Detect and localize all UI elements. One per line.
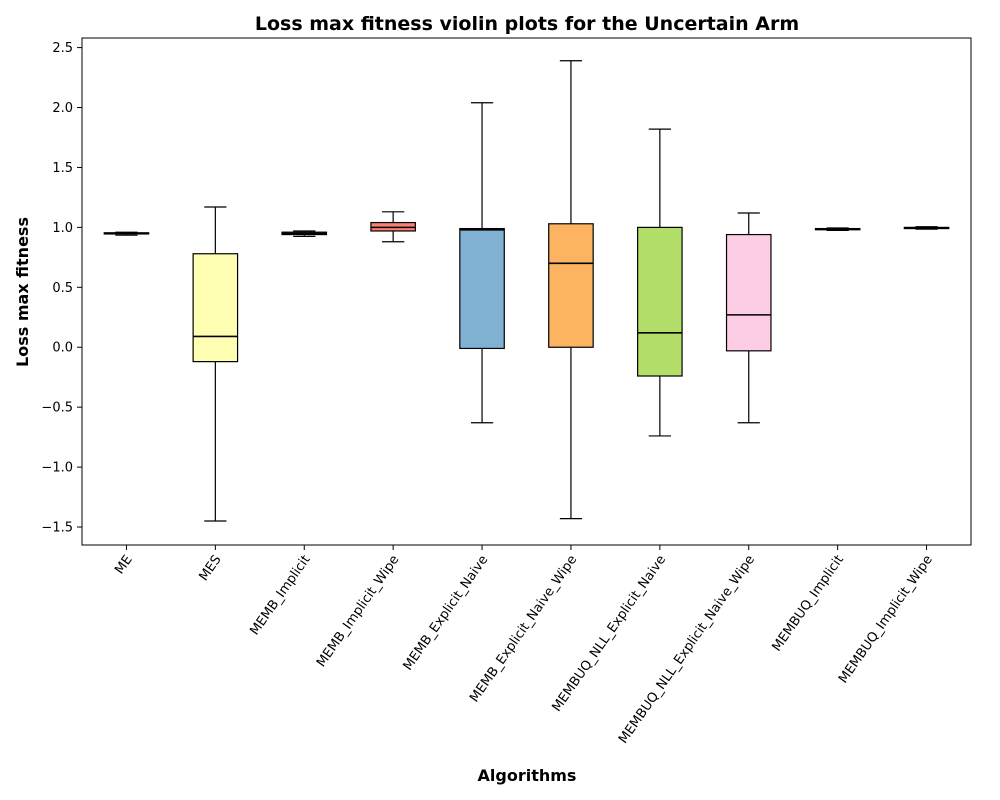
y-tick-label: −0.5 xyxy=(41,401,73,416)
y-tick-label: −1.0 xyxy=(41,461,73,476)
box-6 xyxy=(548,223,594,348)
x-axis-title: Algorithms xyxy=(478,766,577,785)
y-tick-label: 0.0 xyxy=(52,341,73,356)
x-tick-label: MEMB_Implicit xyxy=(247,553,313,639)
plot-frame xyxy=(81,37,972,546)
box-5 xyxy=(459,227,505,350)
x-tick-label: MEMB_Explicit_Naive_Wipe xyxy=(467,553,580,706)
y-axis-title: Loss max fitness xyxy=(13,217,32,367)
y-tick-label: 0.5 xyxy=(52,281,73,296)
x-tick-label: MEMBUQ_Implicit xyxy=(769,553,846,655)
y-tick-label: 1.5 xyxy=(52,161,73,176)
plot-area: −1.5 −1.0 −0.5 0.0 0.5 1.0 1.5 2.0 2.5 ME MES MEMB_… xyxy=(41,37,972,747)
y-tick-label: 2.5 xyxy=(52,41,73,56)
x-tick-label: MES xyxy=(196,553,224,584)
chart-title: Loss max fitness violin plots for the Un… xyxy=(255,13,799,35)
y-tick-label: −1.5 xyxy=(41,521,73,536)
x-tick-label: MEMB_Implicit_Wipe xyxy=(314,553,402,670)
y-tick-label: 2.0 xyxy=(52,101,73,116)
box-8 xyxy=(725,233,772,352)
box-2 xyxy=(192,253,239,363)
x-tick-label: MEMB_Explicit_Naive xyxy=(401,553,492,674)
x-tick-label: ME xyxy=(112,553,135,578)
box-7 xyxy=(637,226,683,377)
y-tick-label: 1.0 xyxy=(52,221,73,236)
x-tick-label: MEMBUQ_Implicit_Wipe xyxy=(836,553,936,687)
